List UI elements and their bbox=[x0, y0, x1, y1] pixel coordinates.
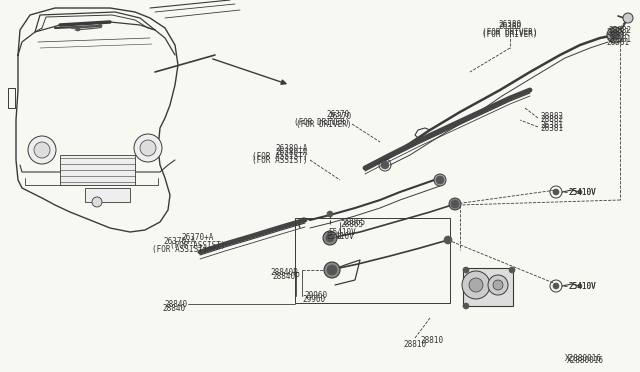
Circle shape bbox=[327, 211, 333, 217]
Circle shape bbox=[469, 278, 483, 292]
Circle shape bbox=[493, 280, 503, 290]
Text: E5410V: E5410V bbox=[328, 228, 356, 237]
Text: 26380+A: 26380+A bbox=[276, 144, 308, 153]
Circle shape bbox=[434, 174, 446, 186]
Text: 25410V: 25410V bbox=[568, 282, 596, 291]
Circle shape bbox=[607, 27, 623, 43]
Circle shape bbox=[463, 303, 469, 309]
Circle shape bbox=[553, 189, 559, 195]
Text: (FOR DRIVER): (FOR DRIVER) bbox=[483, 28, 538, 37]
Circle shape bbox=[323, 231, 337, 245]
Text: 26381: 26381 bbox=[606, 38, 629, 47]
Circle shape bbox=[623, 13, 633, 23]
Text: E5410V: E5410V bbox=[326, 232, 354, 241]
Text: 26380+A: 26380+A bbox=[276, 148, 308, 157]
Text: 26381: 26381 bbox=[540, 124, 563, 133]
Circle shape bbox=[451, 200, 459, 208]
Text: 28882: 28882 bbox=[540, 115, 563, 124]
Text: 26380: 26380 bbox=[499, 20, 522, 29]
Bar bbox=[295, 218, 450, 303]
Text: 28840: 28840 bbox=[165, 300, 188, 309]
Text: 26370+A: 26370+A bbox=[164, 237, 196, 246]
Circle shape bbox=[98, 24, 102, 28]
Circle shape bbox=[381, 161, 389, 169]
Circle shape bbox=[28, 136, 56, 164]
Circle shape bbox=[92, 197, 102, 207]
Circle shape bbox=[134, 134, 162, 162]
Bar bbox=[85, 188, 130, 202]
Text: (FOR DRIVER): (FOR DRIVER) bbox=[483, 30, 538, 39]
Circle shape bbox=[326, 234, 334, 242]
Circle shape bbox=[140, 140, 156, 156]
Text: (FOR ASSIST): (FOR ASSIST) bbox=[253, 156, 308, 165]
Text: 28882: 28882 bbox=[540, 112, 563, 121]
Text: 28865: 28865 bbox=[340, 220, 363, 229]
Text: 26370: 26370 bbox=[329, 112, 352, 121]
Text: 26381: 26381 bbox=[540, 121, 563, 130]
Circle shape bbox=[34, 142, 50, 158]
Text: 28840: 28840 bbox=[163, 304, 186, 313]
Text: 28882: 28882 bbox=[608, 26, 631, 35]
Circle shape bbox=[76, 27, 80, 31]
Text: 25410V: 25410V bbox=[568, 282, 596, 291]
Text: (FOR DRIVER): (FOR DRIVER) bbox=[294, 118, 350, 127]
Circle shape bbox=[449, 198, 461, 210]
Text: (FOR ASSIST): (FOR ASSIST) bbox=[253, 152, 308, 161]
Text: 29960: 29960 bbox=[302, 295, 325, 304]
Text: (FOR ASSIST): (FOR ASSIST) bbox=[152, 245, 208, 254]
Text: 28865: 28865 bbox=[342, 218, 365, 227]
Circle shape bbox=[324, 262, 340, 278]
Circle shape bbox=[488, 275, 508, 295]
Text: 28810: 28810 bbox=[403, 340, 427, 349]
Text: 26380: 26380 bbox=[499, 22, 522, 31]
Text: 29960: 29960 bbox=[304, 291, 327, 300]
Circle shape bbox=[509, 267, 515, 273]
Circle shape bbox=[463, 267, 469, 273]
Text: 25410V: 25410V bbox=[568, 188, 596, 197]
Text: 28840P: 28840P bbox=[270, 268, 298, 277]
Text: X2880016: X2880016 bbox=[565, 354, 602, 363]
Circle shape bbox=[436, 176, 444, 184]
Text: X2880016: X2880016 bbox=[567, 356, 604, 365]
Circle shape bbox=[327, 265, 337, 275]
Text: 26370: 26370 bbox=[327, 110, 350, 119]
Circle shape bbox=[610, 30, 620, 40]
Text: (FOR DRIVER): (FOR DRIVER) bbox=[296, 120, 352, 129]
Text: (FOR ASSIST): (FOR ASSIST) bbox=[170, 241, 226, 250]
Circle shape bbox=[578, 190, 582, 194]
Text: 26370+A: 26370+A bbox=[182, 233, 214, 242]
Text: 26381: 26381 bbox=[608, 35, 631, 44]
Circle shape bbox=[444, 236, 452, 244]
Text: 28810: 28810 bbox=[420, 336, 444, 345]
Text: 25410V: 25410V bbox=[568, 188, 596, 197]
Text: 28840P: 28840P bbox=[272, 272, 300, 281]
Bar bbox=[463, 268, 513, 306]
Circle shape bbox=[462, 271, 490, 299]
Bar bbox=[60, 155, 135, 185]
Text: 28882: 28882 bbox=[606, 28, 629, 37]
Circle shape bbox=[578, 284, 582, 288]
Circle shape bbox=[553, 283, 559, 289]
